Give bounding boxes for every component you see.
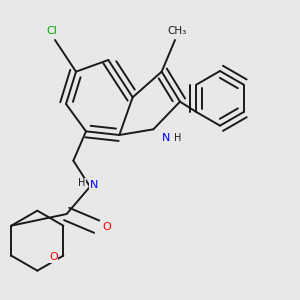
Text: H: H [174, 133, 181, 143]
Text: Cl: Cl [46, 26, 57, 36]
Text: N: N [90, 180, 98, 190]
Text: O: O [102, 222, 111, 232]
Text: N: N [162, 133, 170, 143]
Text: CH₃: CH₃ [167, 26, 186, 36]
Text: O: O [49, 252, 58, 262]
Text: H: H [78, 178, 85, 188]
